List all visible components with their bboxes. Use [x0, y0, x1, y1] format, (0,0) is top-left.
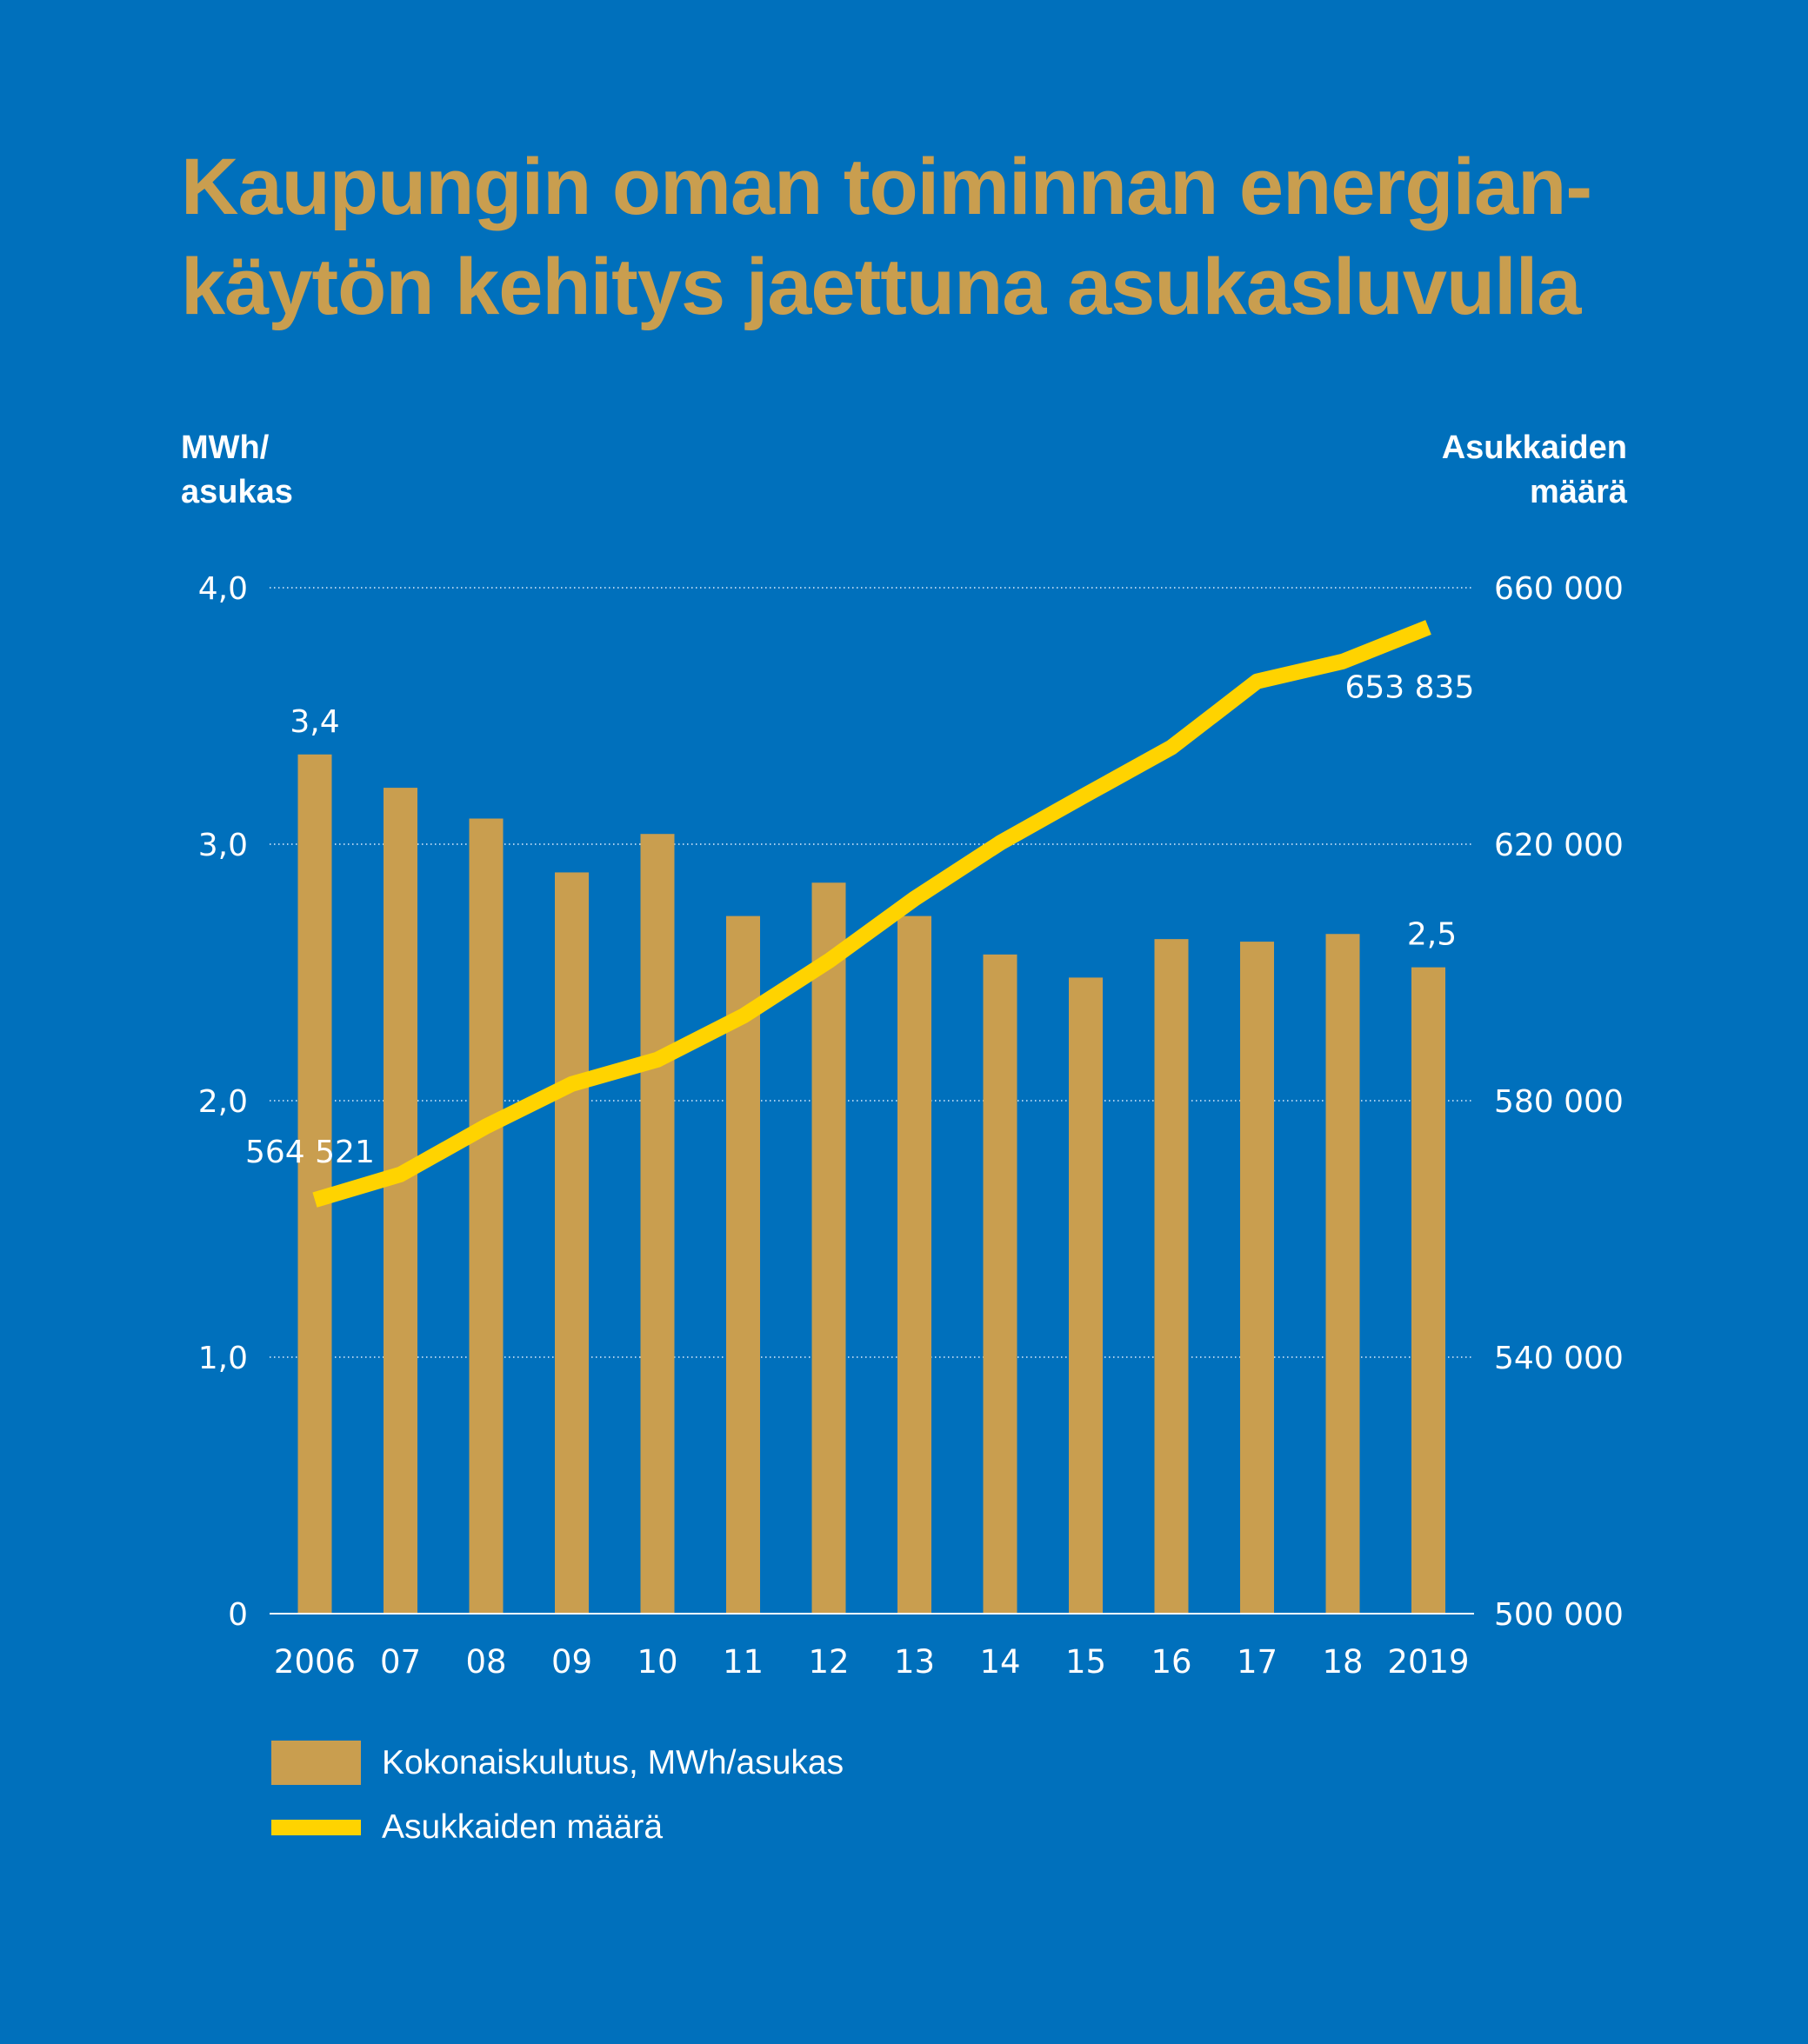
legend-item-bars: Kokonaiskulutus, MWh/asukas: [271, 1741, 844, 1785]
left-axis-tick-label: 0: [228, 1597, 248, 1633]
x-axis-tick-label: 11: [723, 1643, 764, 1681]
chart-title: Kaupungin oman toiminnan energian- käytö…: [181, 137, 1659, 337]
bar: [640, 834, 675, 1614]
x-axis-tick-label: 14: [979, 1643, 1020, 1681]
right-axis-tick-label: 580 000: [1494, 1084, 1624, 1120]
right-axis-title-line-2: määrä: [1530, 474, 1627, 510]
x-axis-tick-label: 2019: [1387, 1643, 1469, 1681]
right-axis-tick-label: 660 000: [1494, 571, 1624, 607]
x-axis-tick-label: 12: [808, 1643, 849, 1681]
right-axis-title-line-1: Asukkaiden: [1441, 429, 1627, 466]
bar: [811, 882, 846, 1614]
population-line: [312, 620, 1431, 1208]
x-axis-tick-label: 09: [551, 1643, 592, 1681]
x-axis-tick-label: 17: [1237, 1643, 1278, 1681]
left-axis-tick-label: 2,0: [198, 1084, 248, 1120]
bar: [1154, 939, 1189, 1614]
bar: [983, 954, 1017, 1614]
x-axis-tick-label: 13: [894, 1643, 935, 1681]
bar: [1411, 967, 1445, 1614]
right-axis-tick-label: 500 000: [1494, 1597, 1624, 1633]
bar: [897, 915, 931, 1614]
legend-bar-swatch: [271, 1741, 361, 1785]
left-axis-title-line-1: MWh/: [181, 429, 270, 466]
left-axis-tick-label: 3,0: [198, 828, 248, 863]
bar-value-label: 2,5: [1407, 917, 1457, 953]
bar: [297, 754, 332, 1614]
x-axis-tick-label: 16: [1151, 1643, 1191, 1681]
bar: [469, 818, 504, 1614]
legend-line-label: Asukkaiden määrä: [382, 1808, 664, 1846]
chart-title-line-1: Kaupungin oman toiminnan energian-: [181, 143, 1592, 231]
bar: [555, 872, 589, 1614]
left-axis-title: MWh/ asukas: [181, 426, 293, 515]
bar: [1069, 977, 1103, 1614]
legend-bar-label: Kokonaiskulutus, MWh/asukas: [382, 1743, 844, 1781]
x-axis-tick-label: 18: [1322, 1643, 1363, 1681]
x-axis-tick-label: 10: [637, 1643, 677, 1681]
bar: [1325, 934, 1360, 1614]
line-value-label: 564 521: [245, 1135, 375, 1170]
left-axis-title-line-2: asukas: [181, 474, 293, 510]
right-axis-title: Asukkaiden määrä: [1442, 426, 1627, 515]
left-axis-tick-label: 1,0: [198, 1341, 248, 1376]
x-axis-tick-label: 07: [380, 1643, 421, 1681]
right-axis-tick-label: 620 000: [1494, 828, 1624, 863]
bar: [726, 915, 760, 1614]
legend-item-line: Asukkaiden määrä: [271, 1808, 663, 1847]
bar-value-label: 3,4: [290, 704, 339, 740]
chart-title-line-2: käytön kehitys jaettuna asukasluvulla: [181, 243, 1581, 331]
x-axis-tick-label: 08: [465, 1643, 506, 1681]
left-axis-tick-label: 4,0: [198, 571, 248, 607]
x-axis-tick-label: 15: [1065, 1643, 1106, 1681]
line-value-label: 653 835: [1345, 669, 1475, 705]
right-axis-tick-label: 540 000: [1494, 1341, 1624, 1376]
bar: [1240, 942, 1274, 1614]
bar: [384, 788, 417, 1614]
legend-line-swatch: [271, 1820, 361, 1835]
x-axis-tick-label: 2006: [274, 1643, 356, 1681]
